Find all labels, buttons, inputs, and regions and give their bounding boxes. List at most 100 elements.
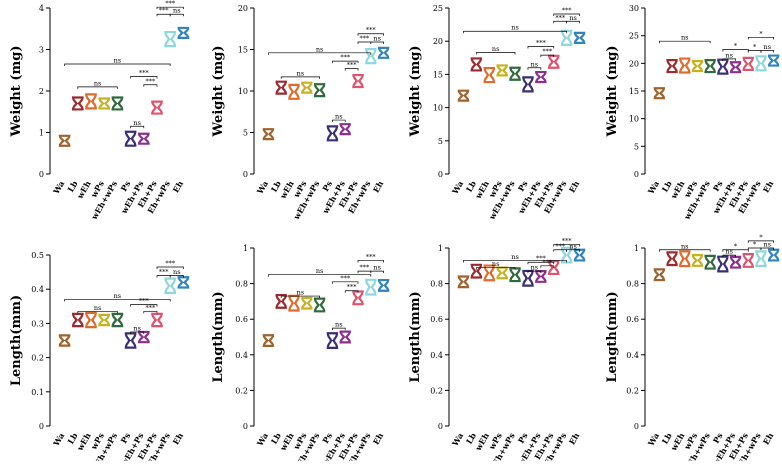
significance-label: *** [536, 255, 547, 263]
y-axis-label: Weight (mg) [9, 46, 24, 138]
chart-panel-7: 00.20.40.60.81Length(mm)WaLbwEhwPswEh+wP… [408, 237, 586, 466]
x-category-label-Wa: Wa [449, 179, 465, 197]
significance-label: * [734, 42, 738, 50]
y-tick-label: 10 [433, 104, 443, 113]
significance-label: ns [94, 304, 102, 312]
significance-label: ns [133, 119, 141, 127]
significance-bracket [268, 274, 372, 277]
significance-label: ns [173, 7, 181, 15]
significance-label: *** [165, 259, 176, 267]
significance-bracket [463, 30, 567, 34]
x-category-label-Ps: Ps [711, 431, 725, 446]
significance-label: *** [139, 69, 150, 77]
significance-label: *** [555, 242, 566, 250]
significance-label: ns [569, 242, 577, 250]
x-category-label-Wa: Wa [254, 179, 270, 197]
significance-label: *** [146, 77, 157, 85]
significance-bracket [476, 52, 516, 55]
significance-label: ns [531, 264, 539, 272]
significance-bracket [370, 41, 384, 45]
significance-bracket [566, 20, 580, 24]
significance-label: * [759, 233, 763, 241]
significance-bracket [553, 244, 580, 247]
significance-bracket [169, 275, 184, 278]
x-category-label-Eh: Eh [171, 179, 186, 194]
significance-bracket [527, 67, 542, 70]
significance-label: *** [555, 14, 566, 22]
y-axis-label: Length(mm) [211, 291, 226, 382]
y-tick-label: 0 [634, 422, 639, 431]
significance-label: ns [114, 57, 122, 65]
significance-bracket [143, 84, 158, 87]
y-tick-label: 0.2 [31, 354, 44, 363]
significance-label: ns [335, 113, 343, 121]
y-tick-label: 0 [243, 170, 248, 179]
y-tick-label: 0.2 [430, 386, 443, 395]
significance-bracket [760, 50, 774, 53]
y-tick-label: 0.2 [235, 386, 248, 395]
significance-label: ns [681, 242, 689, 250]
x-category-label-Eh: Eh [371, 179, 386, 194]
significance-label: *** [347, 283, 358, 291]
y-tick-label: 0 [438, 170, 443, 179]
significance-bracket [344, 290, 359, 293]
significance-bracket [130, 304, 158, 307]
significance-bracket [130, 125, 145, 129]
x-category-label-Ps: Ps [320, 431, 334, 446]
significance-bracket [280, 76, 320, 79]
significance-bracket [156, 6, 184, 10]
x-category-label-Wa: Wa [449, 431, 465, 449]
significance-bracket [370, 270, 384, 274]
significance-label: ns [297, 69, 305, 77]
y-tick-label: 0.4 [626, 351, 639, 360]
significance-bracket [527, 270, 542, 274]
significance-bracket [130, 76, 158, 79]
y-tick-label: 1 [243, 244, 248, 253]
y-tick-label: 5 [634, 142, 639, 151]
x-category-label-Eh: Eh [567, 179, 582, 194]
significance-label: *** [542, 258, 553, 266]
significance-label: ns [681, 34, 689, 42]
y-tick-label: 0.4 [235, 351, 248, 360]
significance-label: *** [536, 39, 547, 47]
y-tick-label: 2 [39, 87, 44, 96]
significance-label: *** [340, 274, 351, 282]
significance-bracket [357, 260, 384, 263]
significance-label: ns [316, 267, 324, 275]
significance-bracket [77, 86, 118, 89]
y-tick-label: 20 [629, 59, 639, 68]
y-tick-label: 1 [438, 244, 443, 253]
significance-bracket [553, 13, 580, 16]
y-tick-label: 30 [629, 4, 639, 13]
y-axis-label: Weight (mg) [211, 46, 226, 138]
significance-bracket [130, 331, 145, 334]
significance-bracket [540, 54, 555, 58]
significance-label: ns [114, 292, 122, 300]
significance-label: *** [562, 237, 573, 245]
x-category-label-Eh: Eh [761, 179, 776, 194]
significance-bracket [722, 58, 736, 61]
significance-bracket [280, 295, 320, 299]
x-category-label-Wa: Wa [645, 179, 661, 197]
significance-label: ns [725, 248, 733, 256]
significance-bracket [476, 267, 516, 270]
y-axis-label: Weight (mg) [605, 46, 620, 138]
significance-label: *** [139, 297, 150, 305]
y-tick-label: 0 [243, 422, 248, 431]
significance-label: *** [562, 6, 573, 14]
significance-label: * [753, 43, 757, 51]
significance-bracket [268, 52, 372, 55]
chart-panel-6: 00.20.40.60.81Length(mm)WaLbwEhwPswEh+wP… [211, 244, 390, 466]
y-tick-label: 20 [433, 37, 443, 46]
significance-label: ns [569, 14, 577, 22]
significance-label: *** [360, 264, 371, 272]
y-tick-label: 0 [634, 170, 639, 179]
significance-label: *** [542, 48, 553, 56]
y-tick-label: 0.8 [626, 280, 639, 289]
significance-bracket [156, 266, 184, 269]
significance-label: *** [340, 54, 351, 62]
x-category-label-Eh: Eh [567, 431, 582, 446]
